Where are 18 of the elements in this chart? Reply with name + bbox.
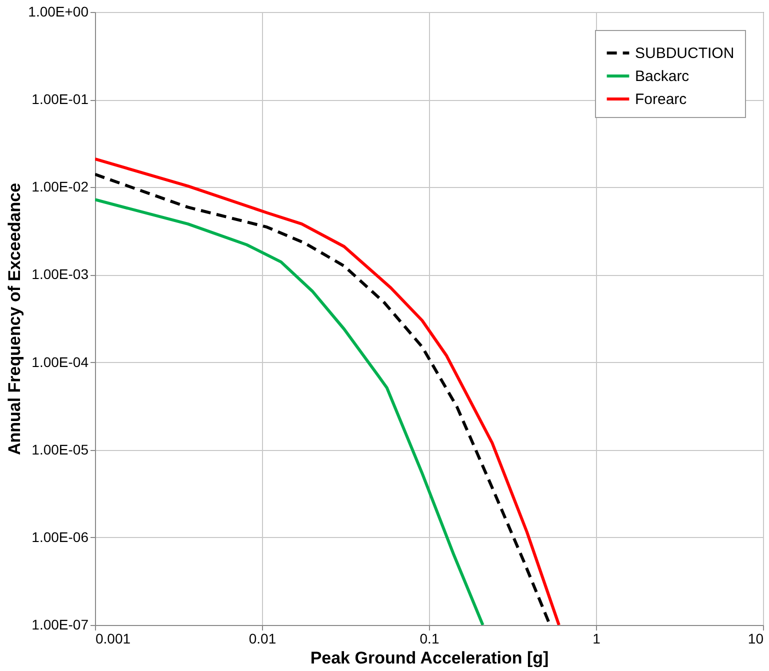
x-tick-label: 0.001: [96, 630, 131, 646]
legend-label: SUBDUCTION: [635, 45, 734, 62]
x-tick-label: 0.01: [248, 630, 276, 646]
y-axis-title: Annual Frequency of Exceedance: [5, 182, 24, 456]
y-tick-label: 1.00E-07: [32, 616, 89, 632]
y-tick-label: 1.00E-03: [32, 266, 89, 282]
y-tick-label: 1.00E-04: [32, 354, 89, 370]
y-tick-label: 1.00E-02: [32, 178, 89, 195]
y-tick-label: 1.00E-06: [32, 528, 89, 545]
y-tick-label: 1.00E-05: [32, 441, 89, 458]
x-axis-title: Peak Ground Acceleration [g]: [310, 648, 549, 668]
x-tick-label: 10: [748, 630, 764, 646]
y-tick-label: 1.00E-01: [32, 91, 89, 108]
y-tick-label: 1.00E+00: [28, 4, 89, 20]
legend-label: Forearc: [635, 91, 688, 108]
x-tick-label: 1: [592, 630, 601, 646]
x-tick-label: 0.1: [420, 630, 440, 646]
legend-label: Backarc: [635, 68, 690, 85]
